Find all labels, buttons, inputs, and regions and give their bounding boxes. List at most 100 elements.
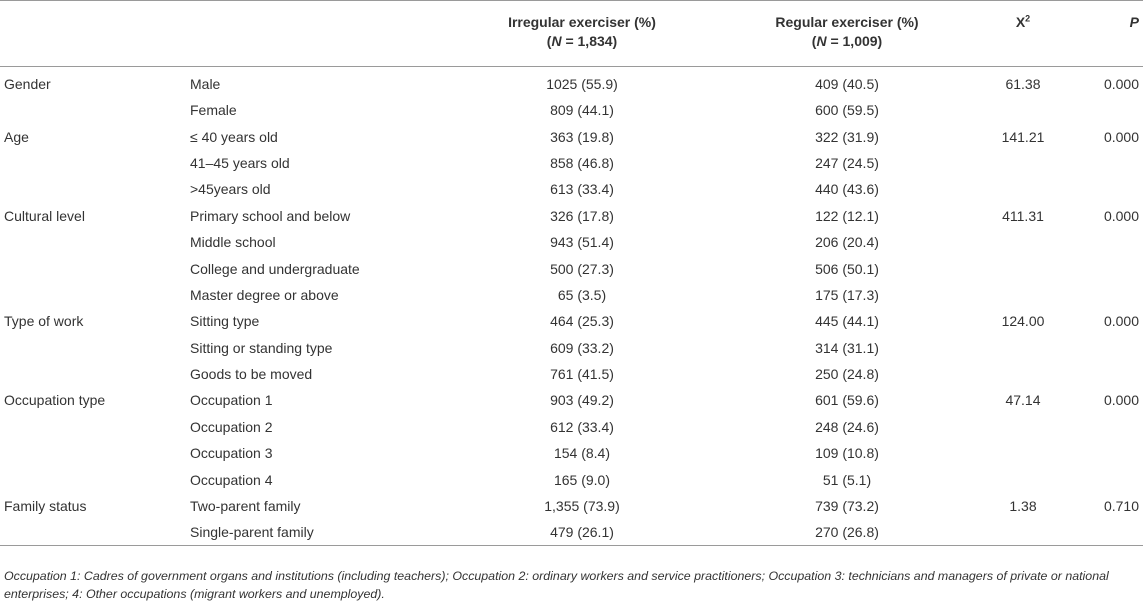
row-regular-value: 506 (50.1)	[815, 260, 879, 277]
row-regular-value: 206 (20.4)	[815, 234, 879, 251]
row-irregular-value: 165 (9.0)	[553, 471, 611, 488]
row-variable	[0, 440, 186, 466]
table-row: Master degree or above 65 (3.5) 175 (17.3)	[0, 282, 1143, 308]
row-p-value	[1068, 361, 1143, 387]
row-p-value	[1068, 466, 1143, 492]
row-chi-square: 141.21	[1001, 128, 1045, 145]
row-irregular-value: 612 (33.4)	[550, 418, 614, 435]
row-chi-square	[978, 466, 1068, 492]
row-category: Sitting or standing type	[190, 339, 333, 356]
table-row: Middle school 943 (51.4) 206 (20.4)	[0, 229, 1143, 255]
row-category: Occupation 1	[190, 392, 273, 409]
row-p-value: 0.000	[1103, 313, 1139, 330]
row-chi-square: 47.14	[1005, 392, 1041, 409]
table-row: >45years old 613 (33.4) 440 (43.6)	[0, 176, 1143, 202]
row-regular-value: 109 (10.8)	[815, 445, 879, 462]
table-row: Gender Male 1025 (55.9) 409 (40.5) 61.38 0.00…	[0, 67, 1143, 98]
row-variable	[0, 466, 186, 492]
row-category: 41–45 years old	[190, 154, 290, 171]
row-regular-value: 314 (31.1)	[815, 339, 879, 356]
row-variable	[0, 150, 186, 176]
table-footnote: Occupation 1: Cadres of government organ…	[4, 569, 1109, 601]
table-row: Family status Two-parent family 1,355 (73.…	[0, 493, 1143, 519]
header-regular-exerciser: Regular exerciser (%) (N = 1,009)	[716, 1, 978, 67]
row-variable	[0, 176, 186, 202]
row-variable: Gender	[4, 76, 51, 92]
row-p-value	[1068, 335, 1143, 361]
row-variable	[0, 519, 186, 546]
row-category: Primary school and below	[190, 207, 351, 224]
table-row: Occupation 3 154 (8.4) 109 (10.8)	[0, 440, 1143, 466]
row-p-value	[1068, 150, 1143, 176]
row-irregular-value: 761 (41.5)	[550, 366, 614, 383]
row-chi-square	[978, 440, 1068, 466]
row-chi-square: 61.38	[1005, 76, 1041, 92]
row-chi-square: 411.31	[1002, 207, 1044, 224]
row-irregular-value: 1,355 (73.9)	[544, 498, 620, 515]
table-body: Gender Male 1025 (55.9) 409 (40.5) 61.38 0.00…	[0, 67, 1143, 546]
row-variable: Age	[4, 128, 29, 145]
row-irregular-value: 858 (46.8)	[550, 154, 614, 171]
row-variable	[0, 229, 186, 255]
row-irregular-value: 326 (17.8)	[550, 207, 614, 224]
row-p-value	[1068, 282, 1143, 308]
table-row: 41–45 years old 858 (46.8) 247 (24.5)	[0, 150, 1143, 176]
table-row: Single-parent family 479 (26.1) 270 (26.8)	[0, 519, 1143, 546]
row-regular-value: 322 (31.9)	[815, 128, 879, 145]
row-variable	[0, 361, 186, 387]
row-p-value: 0.000	[1103, 76, 1139, 92]
table-header: Irregular exerciser (%) (N = 1,834) Regu…	[0, 0, 1143, 67]
row-p-value	[1068, 519, 1143, 546]
row-regular-value: 409 (40.5)	[815, 76, 879, 92]
row-chi-square	[978, 97, 1068, 123]
row-chi-square	[978, 282, 1068, 308]
row-category: Occupation 3	[190, 445, 273, 462]
row-variable: Family status	[4, 498, 87, 515]
header-regular-label: Regular exerciser (%)	[775, 14, 919, 30]
table-row: Occupation 4 165 (9.0) 51 (5.1)	[0, 466, 1143, 492]
row-irregular-value: 943 (51.4)	[550, 234, 614, 251]
row-regular-value: 600 (59.5)	[815, 102, 879, 119]
table-row: Occupation 2 612 (33.4) 248 (24.6)	[0, 414, 1143, 440]
header-category	[186, 1, 448, 67]
row-p-value: 0.000	[1103, 207, 1139, 224]
row-irregular-value: 500 (27.3)	[550, 260, 614, 277]
row-chi-square	[978, 255, 1068, 281]
row-p-value: 0.710	[1103, 498, 1139, 515]
row-variable: Cultural level	[4, 207, 85, 224]
header-chi-square: X2	[1015, 13, 1031, 30]
row-chi-square	[978, 335, 1068, 361]
row-p-value	[1068, 176, 1143, 202]
header-variable	[0, 1, 186, 67]
row-irregular-value: 464 (25.3)	[550, 313, 614, 330]
row-chi-square	[978, 176, 1068, 202]
row-irregular-value: 809 (44.1)	[550, 102, 614, 119]
header-irregular-label: Irregular exerciser (%)	[508, 14, 656, 30]
row-regular-value: 175 (17.3)	[815, 286, 879, 303]
row-category: Single-parent family	[190, 524, 314, 541]
table-row: Cultural level Primary school and below 32…	[0, 203, 1143, 229]
row-category: Master degree or above	[190, 286, 339, 303]
exercise-comparison-table: Irregular exerciser (%) (N = 1,834) Regu…	[0, 0, 1143, 546]
row-variable: Type of work	[4, 313, 84, 330]
row-irregular-value: 363 (19.8)	[550, 128, 614, 145]
row-variable	[0, 335, 186, 361]
table-row: Age ≤ 40 years old 363 (19.8) 322 (31.9) 141…	[0, 123, 1143, 149]
row-chi-square	[978, 519, 1068, 546]
row-p-value	[1068, 414, 1143, 440]
row-regular-value: 601 (59.6)	[815, 392, 879, 409]
row-irregular-value: 613 (33.4)	[550, 181, 614, 198]
row-p-value: 0.000	[1103, 128, 1139, 145]
row-irregular-value: 903 (49.2)	[550, 392, 614, 409]
table-row: Occupation type Occupation 1 903 (49.2) 601…	[0, 387, 1143, 413]
row-regular-value: 445 (44.1)	[815, 313, 879, 330]
header-row: Irregular exerciser (%) (N = 1,834) Regu…	[0, 1, 1143, 67]
header-p-value: P	[1129, 14, 1139, 30]
row-p-value	[1068, 255, 1143, 281]
row-category: Occupation 4	[190, 471, 273, 488]
table-row: College and undergraduate 500 (27.3) 506 (…	[0, 255, 1143, 281]
row-irregular-value: 154 (8.4)	[553, 445, 611, 462]
row-category: Goods to be moved	[190, 366, 313, 383]
row-category: College and undergraduate	[190, 260, 360, 277]
